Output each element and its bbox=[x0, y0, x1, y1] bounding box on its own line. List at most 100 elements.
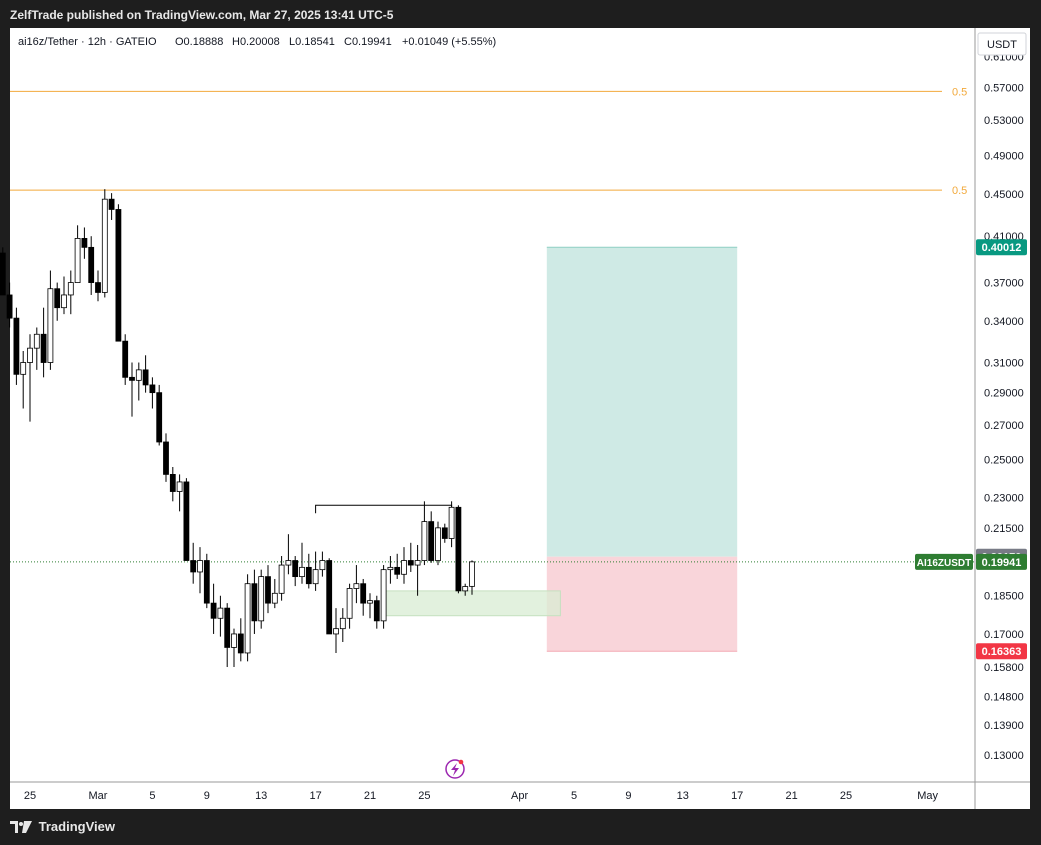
candle-body bbox=[401, 560, 407, 575]
candle-body bbox=[414, 560, 421, 566]
candle-body bbox=[373, 600, 380, 622]
candle-body bbox=[326, 560, 333, 635]
last-price-badge bbox=[976, 553, 1027, 570]
candle-body bbox=[101, 198, 108, 293]
candle-body bbox=[237, 633, 244, 654]
y-tick-label: 0.29000 bbox=[984, 388, 1024, 400]
y-tick-label: 0.13000 bbox=[984, 750, 1024, 762]
candle-body bbox=[231, 633, 237, 648]
legend-symbol: ai16z/Tether · 12h · GATEIO bbox=[18, 36, 157, 48]
legend-low: L0.18541 bbox=[289, 36, 335, 48]
candle-body bbox=[244, 583, 251, 654]
y-tick-label: 0.53000 bbox=[984, 115, 1024, 127]
published-line: ZelfTrade published on TradingView.com, … bbox=[10, 8, 394, 22]
candle-body bbox=[407, 560, 414, 566]
y-tick-label: 0.34000 bbox=[984, 316, 1024, 328]
candle-body bbox=[183, 481, 190, 561]
candle-body bbox=[108, 198, 115, 210]
x-tick-label: 13 bbox=[255, 790, 267, 802]
candle-body bbox=[428, 521, 435, 561]
candle-body bbox=[122, 340, 129, 378]
candle-body bbox=[6, 294, 13, 319]
candle-body bbox=[435, 527, 441, 561]
candle-body bbox=[292, 560, 299, 578]
candle-body bbox=[156, 392, 163, 443]
candle-body bbox=[394, 566, 401, 575]
y-tick-label: 0.27000 bbox=[984, 420, 1024, 432]
support-zone bbox=[383, 590, 561, 617]
y-tick-label: 0.25000 bbox=[984, 455, 1024, 467]
candle-body bbox=[81, 238, 88, 248]
x-tick-label: 17 bbox=[731, 790, 743, 802]
candle-body bbox=[278, 564, 285, 594]
candle-body bbox=[367, 600, 373, 604]
candle-body bbox=[210, 602, 217, 619]
publisher-header: ZelfTrade published on TradingView.com, … bbox=[0, 0, 1041, 28]
candle-body bbox=[312, 569, 319, 585]
y-tick-label: 0.13900 bbox=[984, 720, 1024, 732]
brand-footer: TradingView bbox=[10, 818, 115, 838]
candle-body bbox=[142, 369, 149, 386]
axes-layer: 0.610000.570000.530000.490000.450000.410… bbox=[10, 28, 1030, 809]
y-tick-label: 0.17000 bbox=[984, 629, 1024, 641]
candle-body bbox=[421, 521, 428, 561]
stop-price-badge bbox=[976, 643, 1027, 660]
x-tick-label: 13 bbox=[677, 790, 689, 802]
candle-body bbox=[135, 369, 142, 381]
candle-body bbox=[190, 560, 197, 573]
candle-body bbox=[197, 560, 203, 573]
candle-body bbox=[380, 569, 387, 622]
y-tick-label: 0.37000 bbox=[984, 278, 1024, 290]
chart-frame[interactable] bbox=[10, 28, 1030, 809]
level-label: 0.5 bbox=[952, 185, 967, 197]
y-tick-label: 0.14800 bbox=[984, 692, 1024, 704]
candle-body bbox=[360, 583, 367, 604]
candle-body bbox=[169, 473, 176, 492]
candle-body bbox=[285, 560, 292, 566]
candle-body bbox=[265, 576, 271, 604]
candle-body bbox=[319, 560, 326, 571]
candle-body bbox=[176, 481, 183, 492]
candle-body bbox=[47, 288, 54, 363]
x-tick-label: 9 bbox=[625, 790, 631, 802]
candle-body bbox=[61, 294, 67, 309]
y-tick-label: 0.45000 bbox=[984, 189, 1024, 201]
candle-body bbox=[441, 527, 448, 539]
candles-layer bbox=[0, 189, 475, 668]
x-tick-label: May bbox=[917, 790, 938, 802]
candle-body bbox=[20, 362, 27, 375]
target-zone bbox=[546, 247, 738, 557]
legend-open: O0.18888 bbox=[175, 36, 223, 48]
candle-body bbox=[346, 588, 353, 619]
candle-body bbox=[129, 376, 135, 381]
target-price-badge-text: 0.40012 bbox=[982, 242, 1022, 254]
brand-name: TradingView bbox=[38, 819, 115, 835]
x-tick-label: 25 bbox=[840, 790, 852, 802]
candle-body bbox=[353, 583, 360, 589]
y-tick-label: 0.21500 bbox=[984, 523, 1024, 535]
candle-body bbox=[217, 607, 224, 619]
candle-body bbox=[271, 592, 278, 604]
y-tick-label: 0.31000 bbox=[984, 358, 1024, 370]
x-tick-label: Mar bbox=[89, 790, 108, 802]
level-label: 0.5 bbox=[952, 86, 967, 98]
candle-body bbox=[115, 209, 122, 342]
candle-body bbox=[455, 506, 462, 592]
candle-body bbox=[149, 384, 156, 394]
lightning-icon[interactable] bbox=[445, 759, 465, 779]
candle-body bbox=[299, 566, 305, 578]
candle-body bbox=[54, 288, 61, 309]
x-tick-label: 5 bbox=[571, 790, 577, 802]
y-tick-label: 0.23000 bbox=[984, 492, 1024, 504]
candle-body bbox=[448, 506, 455, 539]
candle-body bbox=[95, 282, 101, 293]
candle-body bbox=[387, 566, 394, 571]
candle-body bbox=[203, 560, 210, 604]
currency-selector[interactable]: USDT bbox=[977, 32, 1027, 56]
currency-label: USDT bbox=[987, 39, 1017, 51]
candle-body bbox=[74, 238, 81, 283]
candle-body bbox=[251, 583, 258, 622]
x-tick-label: 9 bbox=[204, 790, 210, 802]
candle-body bbox=[40, 333, 47, 363]
